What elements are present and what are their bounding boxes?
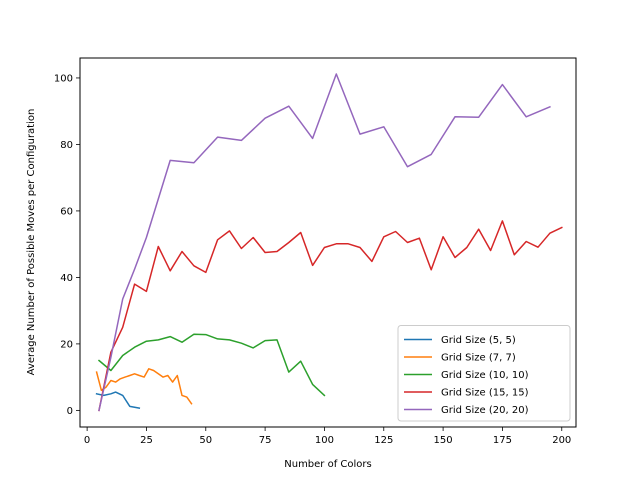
x-tick-label: 200 [552, 435, 571, 446]
legend: Grid Size (5, 5) Grid Size (7, 7) Grid Siz… [397, 325, 571, 422]
series-line-4 [98, 220, 563, 412]
x-tick-label: 50 [199, 435, 212, 446]
y-axis-label: Average Number of Possible Moves per Con… [26, 109, 37, 376]
x-tick-label: 75 [259, 435, 272, 446]
axes-frame [79, 57, 577, 428]
y-tick-label: 80 [60, 140, 73, 151]
legend-label-2: Grid Size (7, 7) [441, 353, 516, 364]
series-line-1 [95, 391, 141, 409]
legend-box [397, 325, 571, 422]
y-tick-label: 100 [54, 73, 73, 84]
legend-label-1: Grid Size (5, 5) [441, 335, 516, 346]
series-line-2 [95, 368, 193, 405]
y-tick-label: 0 [67, 406, 73, 417]
x-tick-label: 125 [374, 435, 393, 446]
y-tick-label: 40 [60, 273, 73, 284]
x-axis-label: Number of Colors [284, 459, 372, 470]
x-tick-label: 175 [493, 435, 512, 446]
y-tick-label: 60 [60, 206, 73, 217]
y-tick-label: 20 [60, 339, 73, 350]
series-line-3 [97, 333, 326, 397]
y-axis: 0 20 40 60 80 100 [54, 73, 80, 417]
legend-label-4: Grid Size (15, 15) [441, 388, 529, 399]
x-tick-label: 0 [84, 435, 90, 446]
plot-area [95, 73, 563, 412]
series-line-5 [98, 73, 551, 412]
x-tick-label: 150 [434, 435, 453, 446]
legend-label-3: Grid Size (10, 10) [441, 370, 529, 381]
x-tick-label: 25 [140, 435, 153, 446]
x-axis: 0 25 50 75 100 125 150 175 200 [84, 427, 571, 446]
legend-label-5: Grid Size (20, 20) [441, 405, 529, 416]
x-tick-label: 100 [315, 435, 334, 446]
